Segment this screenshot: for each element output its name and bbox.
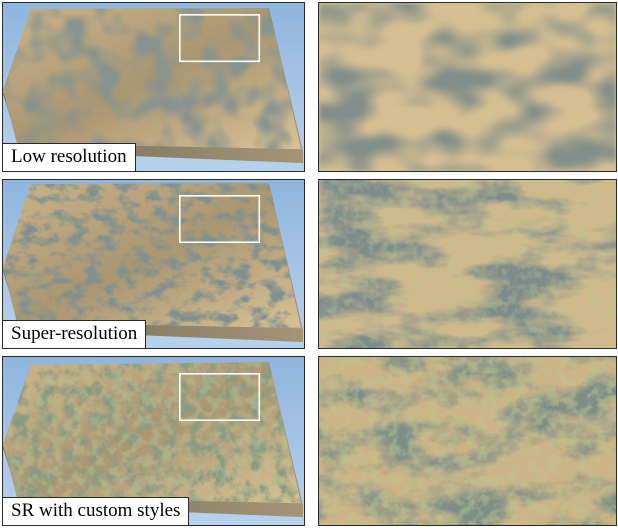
terrain-detail-image [319, 180, 616, 348]
terrain-overview-custom-styles: SR with custom styles [2, 356, 305, 526]
terrain-detail-super-resolution [318, 179, 617, 349]
terrain-overview-super-resolution: Super-resolution [2, 179, 305, 349]
row-caption: Low resolution [3, 143, 136, 171]
terrain-detail-image [319, 357, 616, 525]
zoom-region-box [179, 373, 261, 422]
terrain-detail-custom-styles [318, 356, 617, 526]
terrain-overview-image [3, 180, 304, 348]
row-caption: Super-resolution [3, 320, 147, 348]
zoom-region-box [179, 195, 261, 244]
terrain-overview-low-resolution: Low resolution [2, 2, 305, 172]
terrain-overview-image [3, 3, 304, 171]
zoom-region-box [179, 14, 261, 63]
row-caption: SR with custom styles [3, 497, 190, 525]
terrain-detail-low-resolution [318, 2, 617, 172]
terrain-detail-image [319, 3, 616, 171]
